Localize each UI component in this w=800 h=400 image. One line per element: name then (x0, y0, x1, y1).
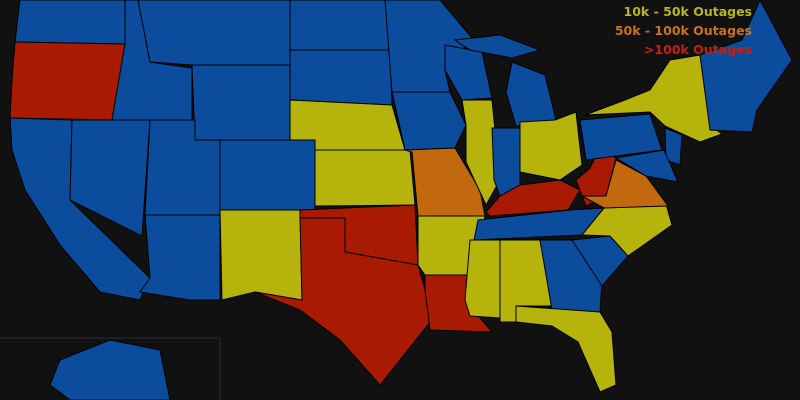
state-or (9, 41, 126, 121)
state-in (491, 127, 521, 197)
state-nm (219, 209, 303, 301)
state-ky (485, 179, 581, 217)
state-oh (519, 111, 583, 181)
state-co (219, 139, 316, 211)
state-az (139, 214, 221, 301)
state-ia (391, 91, 467, 151)
state-up (453, 34, 542, 59)
state-il (461, 99, 501, 207)
legend-low: 10k - 50k Outages (623, 4, 752, 19)
state-sd (289, 49, 393, 106)
state-nj (664, 127, 683, 166)
state-md (614, 149, 679, 183)
state-ms (464, 239, 501, 319)
state-ak (49, 339, 171, 400)
state-wa (14, 0, 136, 45)
state-ne-region (699, 0, 793, 133)
state-ga (539, 239, 603, 313)
state-fl (515, 305, 617, 393)
state-nd (289, 0, 391, 51)
state-mi (505, 61, 557, 127)
legend-mid: 50k - 100k Outages (614, 23, 752, 38)
state-tx (254, 217, 431, 386)
state-wy (191, 64, 291, 141)
legend: 10k - 50k Outages 50k - 100k Outages >10… (615, 2, 752, 59)
state-mt (137, 0, 291, 66)
state-ks (314, 149, 416, 207)
legend-high: >100k Outages (643, 42, 752, 57)
